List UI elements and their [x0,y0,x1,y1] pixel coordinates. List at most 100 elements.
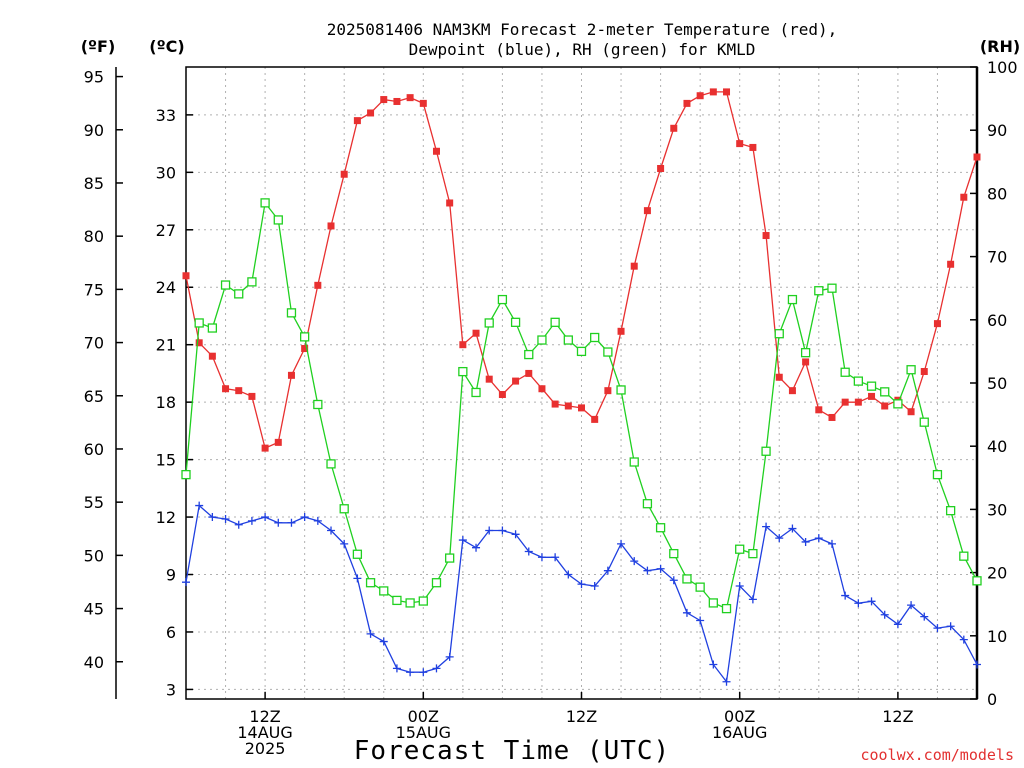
fahrenheit-tick-label: 85 [84,174,104,193]
data-point [339,504,349,514]
data-point [591,415,599,423]
data-point [446,199,454,207]
data-point [550,317,560,327]
data-point [286,308,297,318]
data-point [551,400,559,408]
data-point [696,92,704,100]
data-point [617,327,625,335]
data-point [932,469,943,480]
x-tick-label: 2025 [245,739,286,758]
data-point [327,222,335,230]
data-point [247,277,257,287]
celsius-tick-label: 30 [156,163,176,182]
data-point [735,544,745,554]
data-point [788,524,797,533]
series-rh [181,198,982,614]
data-point [314,281,322,289]
data-point [524,349,534,360]
data-point [630,262,638,270]
data-point [564,570,573,579]
data-point [511,530,520,539]
data-point [366,629,375,638]
data-point [234,520,243,529]
data-point [722,677,731,686]
fahrenheit-tick-label: 45 [84,600,104,619]
data-point [498,390,506,398]
rh-tick-label: 0 [987,690,997,709]
data-point [841,398,849,406]
fahrenheit-tick-label: 80 [84,227,104,246]
fahrenheit-axis-label: (ºF) [81,37,116,56]
data-point [603,566,612,575]
data-point [721,603,732,614]
data-point [735,582,744,591]
fahrenheit-tick-label: 65 [84,387,104,406]
fahrenheit-tick-label: 50 [84,546,104,565]
data-point [484,318,494,328]
data-point [709,660,718,669]
data-point [959,551,969,561]
data-point [787,294,798,305]
data-point [287,518,296,527]
celsius-tick-label: 6 [166,623,176,642]
fahrenheit-tick-label: 70 [84,334,104,353]
data-point [260,198,270,208]
data-point [708,598,718,608]
data-point [683,99,691,107]
data-point [247,516,256,525]
data-point [643,207,651,215]
data-point [578,404,585,412]
data-point [564,402,572,410]
data-point [629,457,639,467]
data-point [827,539,836,548]
celsius-tick-label: 15 [156,451,176,470]
data-point [458,366,468,377]
data-point [815,406,823,414]
data-point [537,335,547,345]
data-point [207,323,218,333]
data-point [380,96,388,104]
data-point [828,413,836,421]
data-point [682,608,691,617]
data-point [538,385,546,393]
data-point [946,622,955,631]
data-point [854,599,863,608]
data-point [775,373,783,381]
data-point [774,329,784,339]
data-point [919,417,929,427]
data-point [181,469,191,480]
data-point [802,358,810,366]
rh-tick-label: 90 [987,121,1007,140]
data-point [709,88,717,96]
data-point [498,526,507,535]
axes [115,66,979,700]
data-point [814,534,823,543]
celsius-tick-label: 21 [156,336,176,355]
data-point [880,387,890,397]
data-point [669,548,679,559]
celsius-tick-label: 3 [166,680,176,699]
chart-title-line-1: 2025081406 NAM3KM Forecast 2-meter Tempe… [327,20,838,39]
data-point [670,124,678,132]
data-point [392,595,402,606]
data-series [181,88,982,686]
data-point [775,534,784,543]
data-point [472,543,481,552]
x-tick-label: 12Z [566,707,597,726]
data-point [485,526,494,535]
data-point [814,286,824,296]
data-point [749,143,757,151]
data-point [906,365,916,375]
data-point [563,335,573,345]
data-point [418,596,428,606]
data-point [313,399,323,410]
data-point [761,446,771,456]
x-tick-label: 00Z [408,707,439,726]
data-point [972,576,982,586]
chart-title-line-2: Dewpoint (blue), RH (green) for KMLD [409,40,756,59]
rh-tick-label: 30 [987,500,1007,519]
data-point [261,513,270,522]
data-point [208,513,217,522]
data-point [748,548,758,559]
data-point [657,165,665,173]
